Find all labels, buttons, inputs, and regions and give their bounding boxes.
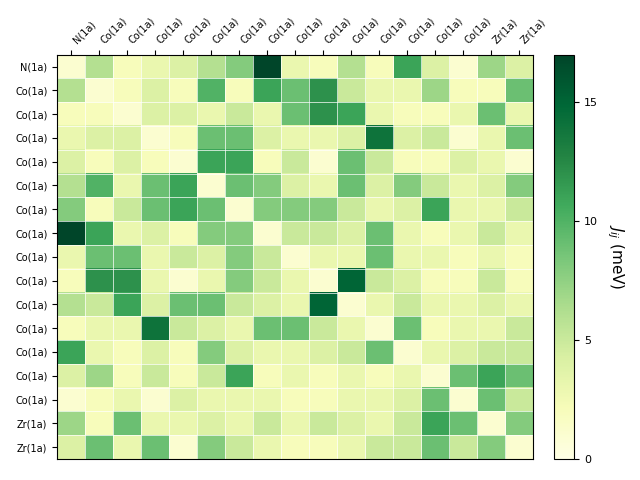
Y-axis label: $J_{ij}$ (meV): $J_{ij}$ (meV) [605,224,625,289]
